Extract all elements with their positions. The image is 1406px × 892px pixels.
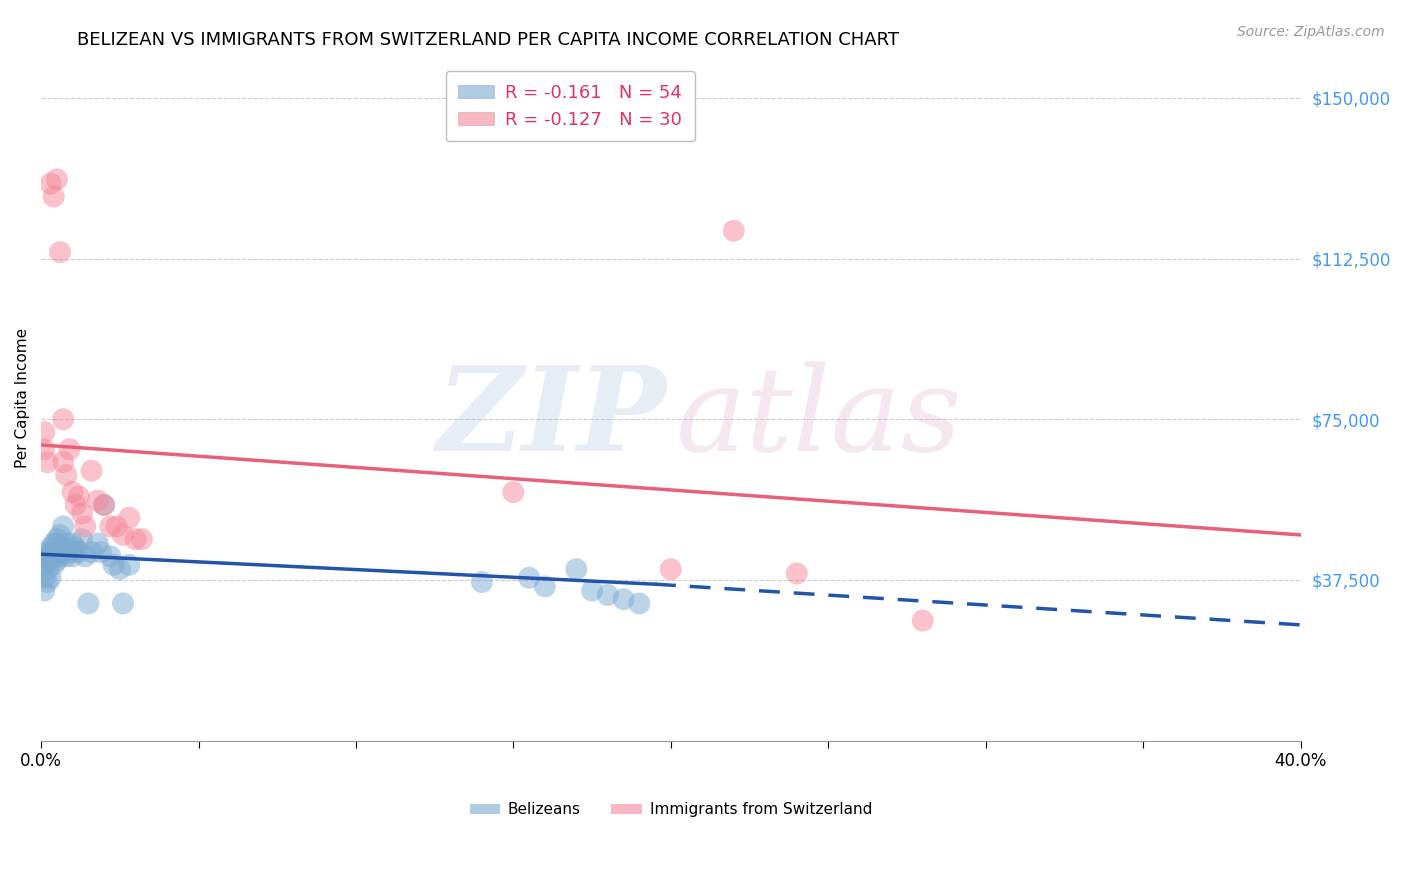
Text: atlas: atlas (675, 361, 960, 475)
Point (111, 597, 134, 611)
Point (42, 545, 65, 559)
Point (52, 519, 75, 533)
Point (911, 614, 934, 628)
Legend: Belizeans, Immigrants from Switzerland: Belizeans, Immigrants from Switzerland (464, 797, 879, 823)
Point (77, 597, 100, 611)
Point (32, 558, 55, 572)
Point (45, 554, 67, 568)
Point (37, 575, 59, 590)
Point (32, 583, 55, 598)
Point (32, 571, 55, 585)
Point (75, 519, 97, 533)
Point (62, 549, 84, 564)
Point (52, 455, 75, 469)
Point (118, 558, 141, 572)
Point (103, 558, 125, 572)
Point (45, 536, 67, 550)
Point (55, 536, 77, 550)
Point (93, 498, 115, 512)
Point (723, 224, 745, 238)
Point (70, 507, 93, 521)
Point (39, 549, 62, 564)
Point (87, 536, 110, 550)
Point (45, 172, 67, 186)
Point (39, 177, 62, 191)
Point (628, 597, 651, 611)
Point (37, 545, 59, 559)
Point (471, 575, 494, 590)
Point (39, 571, 62, 585)
Point (37, 455, 59, 469)
Point (62, 536, 84, 550)
Point (52, 545, 75, 559)
Point (75, 549, 97, 564)
Point (45, 545, 67, 559)
Point (65, 541, 87, 555)
Point (49, 245, 72, 260)
Point (659, 562, 682, 576)
Point (581, 583, 603, 598)
Point (58, 541, 80, 555)
Point (80, 545, 103, 559)
Point (596, 588, 619, 602)
Point (613, 592, 636, 607)
Point (39, 545, 62, 559)
Point (52, 412, 75, 426)
Point (534, 579, 557, 593)
Text: ZIP: ZIP (437, 361, 666, 476)
Point (37, 549, 59, 564)
Point (105, 519, 128, 533)
Point (32, 554, 55, 568)
Y-axis label: Per Capita Income: Per Capita Income (15, 327, 30, 468)
Text: BELIZEAN VS IMMIGRANTS FROM SWITZERLAND PER CAPITA INCOME CORRELATION CHART: BELIZEAN VS IMMIGRANTS FROM SWITZERLAND … (77, 31, 900, 49)
Point (67, 545, 90, 559)
Point (55, 549, 77, 564)
Point (32, 425, 55, 439)
Point (87, 493, 110, 508)
Point (517, 571, 540, 585)
Point (49, 549, 72, 564)
Point (93, 498, 115, 512)
Point (58, 442, 80, 457)
Point (42, 536, 65, 550)
Point (39, 554, 62, 568)
Point (124, 532, 146, 546)
Point (32, 442, 55, 457)
Point (62, 485, 84, 500)
Point (108, 562, 131, 576)
Point (37, 562, 59, 576)
Point (80, 464, 103, 478)
Point (502, 485, 524, 500)
Point (67, 489, 90, 503)
Point (45, 532, 67, 546)
Point (70, 532, 93, 546)
Point (55, 467, 77, 482)
Point (49, 541, 72, 555)
Point (100, 549, 122, 564)
Point (100, 519, 122, 533)
Point (786, 566, 808, 581)
Point (49, 528, 72, 542)
Point (565, 562, 588, 576)
Point (39, 541, 62, 555)
Point (58, 545, 80, 559)
Point (118, 510, 141, 524)
Point (111, 528, 134, 542)
Point (42, 189, 65, 203)
Point (90, 545, 112, 559)
Point (131, 532, 153, 546)
Point (42, 558, 65, 572)
Text: Source: ZipAtlas.com: Source: ZipAtlas.com (1237, 25, 1385, 39)
Point (65, 498, 87, 512)
Point (42, 549, 65, 564)
